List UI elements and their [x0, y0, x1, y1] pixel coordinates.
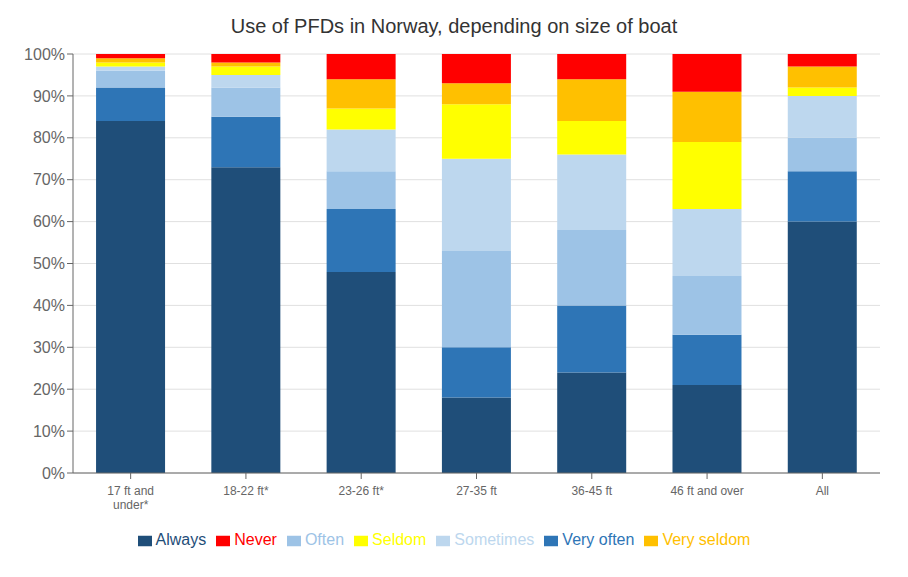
- html-text:Very often: Very often: [562, 531, 635, 548]
- svg-text:46 ft and over: 46 ft and over: [670, 484, 743, 498]
- html-text:Always: Always: [155, 531, 207, 548]
- html-text:Seldom: Seldom: [372, 531, 427, 548]
- svg-text:18-22 ft*: 18-22 ft*: [223, 484, 269, 498]
- html-text:Sometimes: Sometimes: [454, 531, 535, 548]
- svg-text:36-45 ft: 36-45 ft: [571, 484, 612, 498]
- svg-text:70%: 70%: [33, 171, 65, 188]
- html-text:Use of PFDs in Norway, dependi: Use of PFDs in Norway, depending on size…: [230, 15, 678, 37]
- svg-text:40%: 40%: [33, 297, 65, 314]
- svg-text:50%: 50%: [33, 255, 65, 272]
- svg-text:10%: 10%: [33, 423, 65, 440]
- svg-text:60%: 60%: [33, 213, 65, 230]
- svg-text:100%: 100%: [24, 46, 65, 63]
- svg-text:27-35 ft: 27-35 ft: [456, 484, 497, 498]
- svg-text:20%: 20%: [33, 381, 65, 398]
- html-text:Often: Often: [304, 531, 345, 548]
- svg-text:80%: 80%: [33, 129, 65, 146]
- svg-text:17 ft andunder*: 17 ft andunder*: [107, 484, 154, 512]
- html-text:Very seldom: Very seldom: [662, 531, 751, 548]
- svg-text:All: All: [816, 484, 829, 498]
- svg-text:30%: 30%: [33, 339, 65, 356]
- svg-text:23-26 ft*: 23-26 ft*: [339, 484, 385, 498]
- svg-text:0%: 0%: [42, 465, 65, 482]
- svg-text:90%: 90%: [33, 88, 65, 105]
- html-text:Never: Never: [234, 531, 277, 548]
